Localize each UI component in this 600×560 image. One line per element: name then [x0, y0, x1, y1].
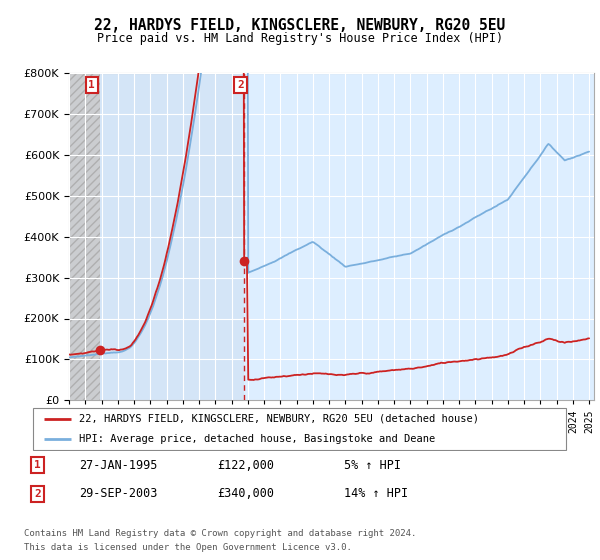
Text: £340,000: £340,000 — [217, 487, 274, 501]
Text: 27-JAN-1995: 27-JAN-1995 — [79, 459, 158, 472]
Text: 22, HARDYS FIELD, KINGSCLERE, NEWBURY, RG20 5EU (detached house): 22, HARDYS FIELD, KINGSCLERE, NEWBURY, R… — [79, 414, 479, 424]
Text: 1: 1 — [88, 80, 95, 90]
Text: HPI: Average price, detached house, Basingstoke and Deane: HPI: Average price, detached house, Basi… — [79, 434, 435, 444]
Text: This data is licensed under the Open Government Licence v3.0.: This data is licensed under the Open Gov… — [24, 543, 352, 552]
Text: 29-SEP-2003: 29-SEP-2003 — [79, 487, 158, 501]
Text: 14% ↑ HPI: 14% ↑ HPI — [344, 487, 408, 501]
Text: £122,000: £122,000 — [217, 459, 274, 472]
Text: 2: 2 — [237, 80, 244, 90]
Text: 5% ↑ HPI: 5% ↑ HPI — [344, 459, 401, 472]
Text: 22, HARDYS FIELD, KINGSCLERE, NEWBURY, RG20 5EU: 22, HARDYS FIELD, KINGSCLERE, NEWBURY, R… — [94, 18, 506, 34]
Bar — [100, 73, 244, 400]
Text: Contains HM Land Registry data © Crown copyright and database right 2024.: Contains HM Land Registry data © Crown c… — [24, 529, 416, 538]
Bar — [69, 73, 100, 400]
Text: 2: 2 — [34, 489, 41, 499]
Text: Price paid vs. HM Land Registry's House Price Index (HPI): Price paid vs. HM Land Registry's House … — [97, 32, 503, 45]
FancyBboxPatch shape — [33, 408, 566, 450]
Text: 1: 1 — [34, 460, 41, 470]
